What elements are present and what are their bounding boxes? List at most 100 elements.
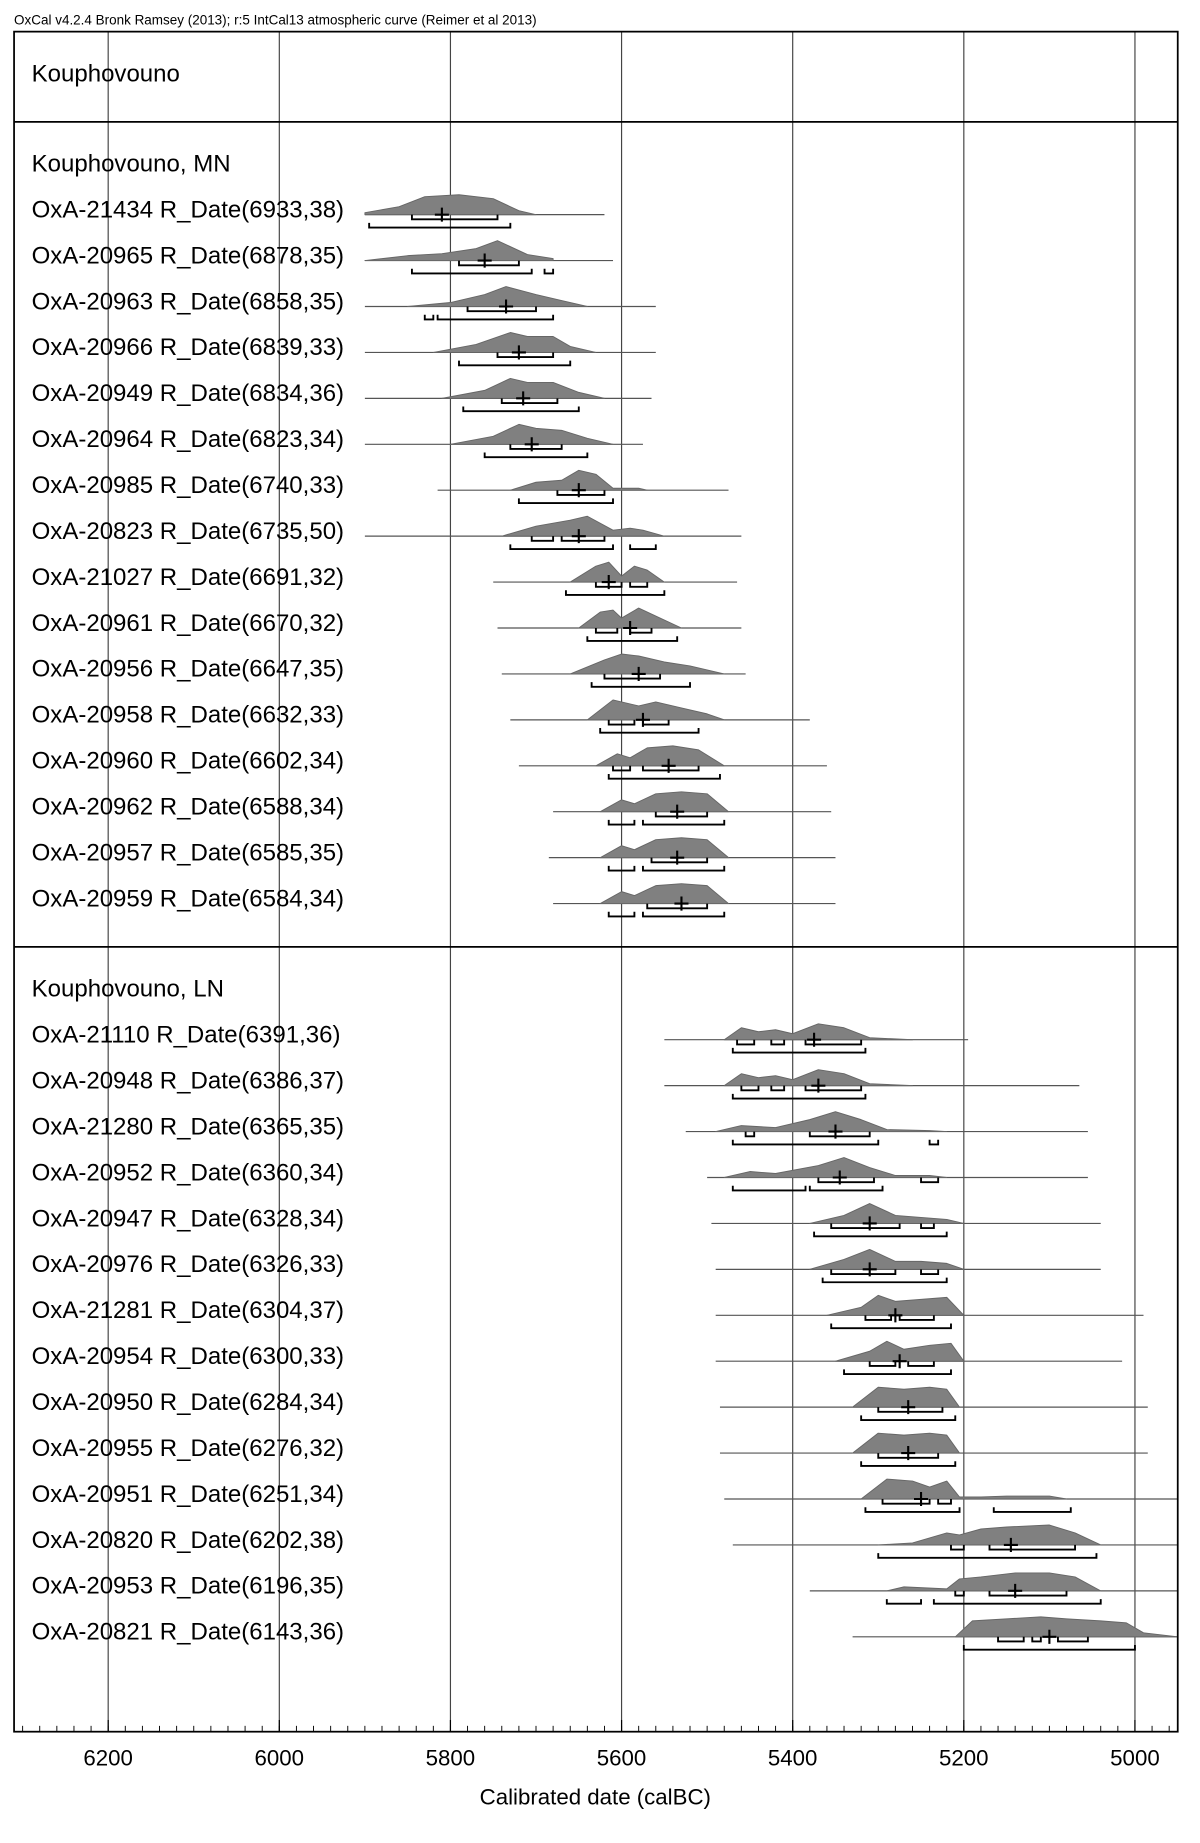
distribution [886,1572,1102,1592]
mean-cross [670,804,685,819]
range-bar [843,1369,952,1376]
mean-cross [635,712,650,727]
date-label: OxA-20961 R_Date(6670,32) [32,610,344,637]
range-bar [483,452,589,459]
range-bar [543,268,555,275]
group-label: Kouphovouno, MN [32,151,231,178]
mean-cross [631,666,646,681]
date-label: OxA-20965 R_Date(6878,35) [32,242,344,269]
mean-cross [623,620,638,636]
range-bar [881,1499,931,1505]
range-bar [920,1177,940,1184]
distribution [432,332,597,353]
range-bar [462,406,580,413]
range-bar [565,590,666,596]
date-label: OxA-21110 R_Date(6391,36) [32,1022,341,1049]
range-bar [642,819,726,826]
range-bar [594,628,619,634]
range-bar [436,314,555,321]
mean-cross [516,391,531,406]
range-bar [500,398,559,404]
mean-cross [477,253,492,268]
date-label: OxA-20976 R_Date(6326,33) [32,1251,344,1278]
x-tick-label: 5800 [426,1746,476,1771]
date-label: OxA-20951 R_Date(6251,34) [32,1481,344,1508]
range-bar [642,911,726,918]
range-bar [770,1085,786,1092]
mean-cross [888,1308,903,1323]
range-bar [410,214,499,221]
distribution [834,1340,965,1362]
range-bar [650,857,709,864]
date-label: OxA-20952 R_Date(6360,34) [32,1159,344,1186]
range-bar [731,1093,867,1100]
range-bar [731,1139,880,1146]
range-bar [496,352,555,359]
date-label: OxA-20964 R_Date(6823,34) [32,426,344,453]
mean-cross [524,437,539,452]
distribution [509,469,648,491]
range-bar [607,911,636,918]
mean-cross [901,1400,916,1415]
distribution [407,286,588,307]
mean-cross [511,345,526,360]
date-label: OxA-20963 R_Date(6858,35) [32,288,344,315]
distribution [441,377,605,399]
range-bar [607,773,721,780]
distribution [852,1432,960,1454]
mean-cross [499,299,514,314]
date-label: OxA-20957 R_Date(6585,35) [32,839,344,866]
range-bar [920,1223,935,1230]
date-label: OxA-20953 R_Date(6196,35) [32,1573,344,1600]
range-bar [646,903,709,910]
range-bar [586,636,679,642]
range-bar [954,1590,965,1597]
range-bar [997,1636,1025,1643]
mean-cross [670,850,685,865]
range-bar [932,1599,1102,1605]
range-bar [937,1499,952,1505]
distribution [723,1069,914,1087]
range-bar [830,1269,897,1275]
mean-cross [571,483,586,498]
distribution [809,1203,965,1224]
range-bar [821,1277,948,1284]
mean-cross [1003,1537,1018,1552]
date-label: OxA-20823 R_Date(6735,50) [32,518,344,545]
range-bar [599,728,700,734]
chart-title: OxCal v4.2.4 Bronk Ramsey (2013); r:5 In… [14,13,537,28]
mean-cross [571,529,586,544]
date-label: OxA-20955 R_Date(6276,32) [32,1435,344,1462]
range-bar [458,260,520,267]
mean-cross [1008,1583,1023,1598]
mean-cross [811,1078,826,1093]
range-bar [864,1507,961,1513]
range-bar [556,490,606,496]
x-tick-label: 6200 [83,1746,133,1771]
x-tick-label: 6000 [255,1746,305,1771]
group-label: Kouphovouno, LN [32,976,224,1003]
range-bar [612,765,632,772]
date-label: OxA-20950 R_Date(6284,34) [32,1389,344,1416]
range-bar [607,865,636,872]
range-bar [590,682,691,688]
range-bar [804,1085,863,1092]
distribution [723,1157,948,1178]
date-label: OxA-20820 R_Date(6202,38) [32,1527,344,1554]
range-bar [423,314,435,321]
distribution [826,1294,965,1316]
mean-cross [892,1354,907,1369]
range-bar [731,1185,807,1192]
range-bar [770,1039,786,1046]
mean-cross [862,1216,877,1231]
range-bar [607,819,636,826]
range-bar [458,360,572,367]
mean-cross [601,575,616,590]
range-bar [804,1039,863,1046]
range-bar [629,582,649,588]
plot-frame [13,30,1179,1733]
date-label: OxA-21280 R_Date(6365,35) [32,1113,344,1140]
range-bar [808,1185,884,1192]
date-label: OxA-20956 R_Date(6647,35) [32,656,344,683]
